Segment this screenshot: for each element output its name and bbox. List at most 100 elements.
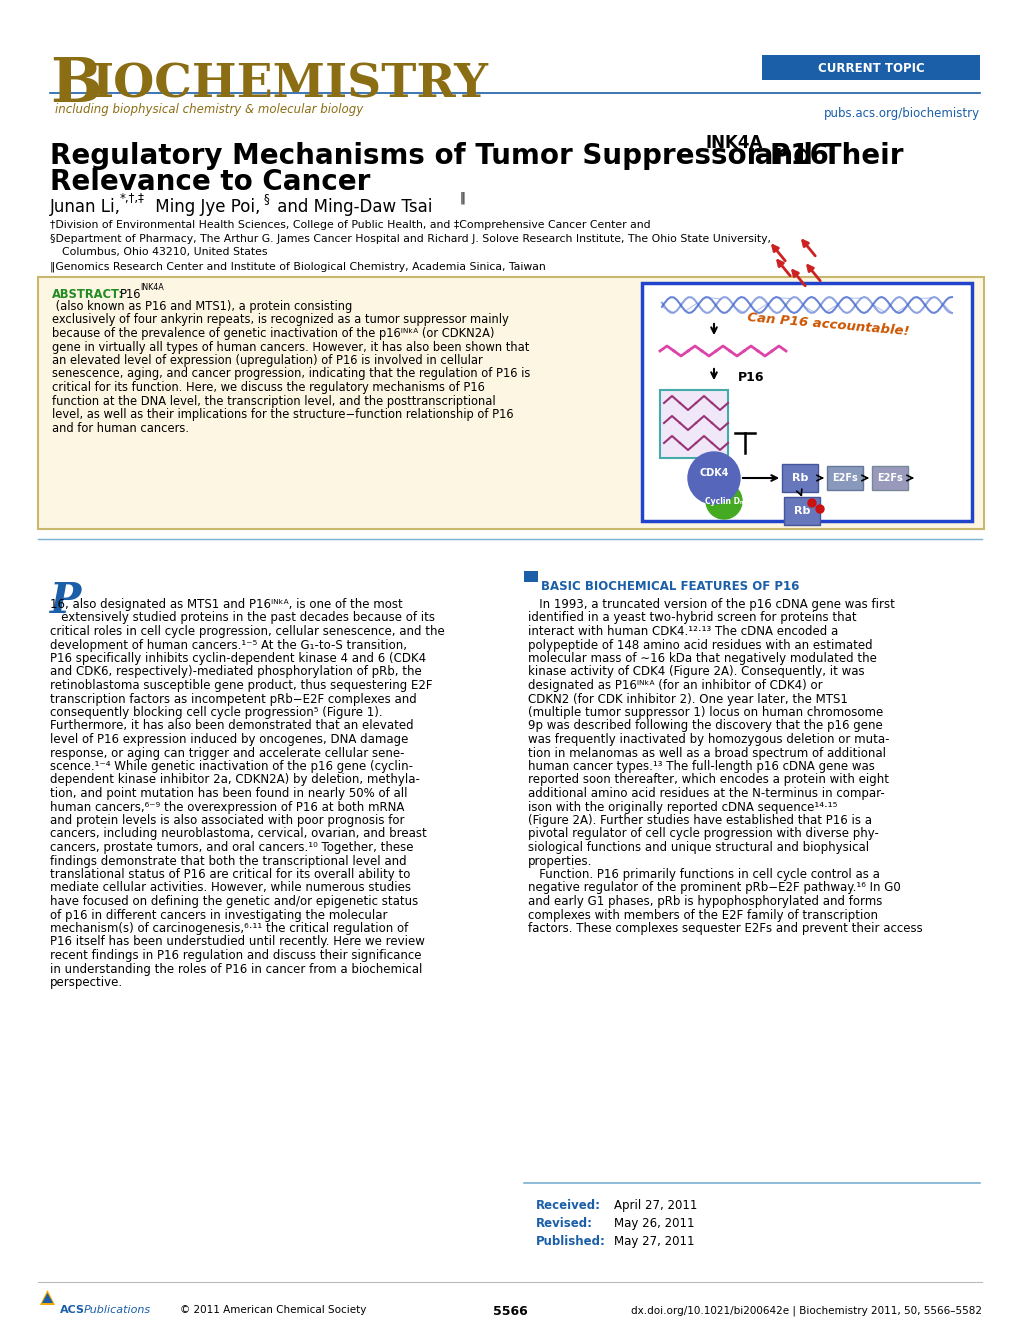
Text: Can P16 accountable!: Can P16 accountable! bbox=[746, 310, 909, 339]
Text: and Their: and Their bbox=[744, 142, 903, 169]
Text: cancers, including neuroblastoma, cervical, ovarian, and breast: cancers, including neuroblastoma, cervic… bbox=[50, 828, 426, 840]
Text: pivotal regulator of cell cycle progression with diverse phy-: pivotal regulator of cell cycle progress… bbox=[528, 828, 878, 840]
Text: dx.doi.org/10.1021/bi200642e | Biochemistry 2011, 50, 5566–5582: dx.doi.org/10.1021/bi200642e | Biochemis… bbox=[631, 1305, 981, 1316]
Text: level, as well as their implications for the structure−function relationship of : level, as well as their implications for… bbox=[52, 409, 514, 421]
Text: additional amino acid residues at the N-terminus in compar-: additional amino acid residues at the N-… bbox=[528, 788, 883, 800]
Text: CDK4: CDK4 bbox=[699, 468, 728, 478]
Text: Columbus, Ohio 43210, United States: Columbus, Ohio 43210, United States bbox=[62, 247, 267, 257]
Text: CDKN2 (for CDK inhibitor 2). One year later, the MTS1: CDKN2 (for CDK inhibitor 2). One year la… bbox=[528, 692, 847, 706]
Circle shape bbox=[688, 452, 739, 504]
Text: B: B bbox=[50, 55, 102, 116]
Bar bbox=[871, 466, 907, 491]
Text: mechanism(s) of carcinogenesis,⁶·¹¹ the critical regulation of: mechanism(s) of carcinogenesis,⁶·¹¹ the … bbox=[50, 922, 408, 935]
Text: IOCHEMISTRY: IOCHEMISTRY bbox=[92, 62, 488, 108]
Text: and Ming-Daw Tsai: and Ming-Daw Tsai bbox=[272, 198, 432, 216]
Text: BASIC BIOCHEMICAL FEATURES OF P16: BASIC BIOCHEMICAL FEATURES OF P16 bbox=[540, 581, 799, 593]
Text: and for human cancers.: and for human cancers. bbox=[52, 422, 189, 434]
Text: recent findings in P16 regulation and discuss their significance: recent findings in P16 regulation and di… bbox=[50, 949, 421, 962]
Text: level of P16 expression induced by oncogenes, DNA damage: level of P16 expression induced by oncog… bbox=[50, 732, 408, 746]
Text: Furthermore, it has also been demonstrated that an elevated: Furthermore, it has also been demonstrat… bbox=[50, 719, 414, 732]
Text: INK4A: INK4A bbox=[140, 284, 164, 292]
Text: §: § bbox=[264, 192, 269, 206]
Text: critical for its function. Here, we discuss the regulatory mechanisms of P16: critical for its function. Here, we disc… bbox=[52, 380, 484, 394]
Text: including biophysical chemistry & molecular biology: including biophysical chemistry & molecu… bbox=[55, 103, 363, 116]
Bar bbox=[784, 497, 819, 526]
Text: factors. These complexes sequester E2Fs and prevent their access: factors. These complexes sequester E2Fs … bbox=[528, 922, 922, 935]
Text: senescence, aging, and cancer progression, indicating that the regulation of P16: senescence, aging, and cancer progressio… bbox=[52, 367, 530, 380]
Text: an elevated level of expression (upregulation) of P16 is involved in cellular: an elevated level of expression (upregul… bbox=[52, 353, 482, 367]
Text: retinoblastoma susceptible gene product, thus sequestering E2F: retinoblastoma susceptible gene product,… bbox=[50, 679, 432, 692]
Text: Regulatory Mechanisms of Tumor Suppressor P16: Regulatory Mechanisms of Tumor Suppresso… bbox=[50, 142, 828, 169]
Text: (Figure 2A). Further studies have established that P16 is a: (Figure 2A). Further studies have establ… bbox=[528, 814, 871, 827]
Text: and early G1 phases, pRb is hypophosphorylated and forms: and early G1 phases, pRb is hypophosphor… bbox=[528, 895, 881, 909]
Text: 16, also designated as MTS1 and P16ᴵᴺᵏᴬ, is one of the most: 16, also designated as MTS1 and P16ᴵᴺᵏᴬ,… bbox=[50, 598, 403, 612]
Text: May 26, 2011: May 26, 2011 bbox=[613, 1218, 694, 1230]
Text: mediate cellular activities. However, while numerous studies: mediate cellular activities. However, wh… bbox=[50, 882, 411, 895]
Text: ABSTRACT:: ABSTRACT: bbox=[52, 288, 124, 301]
Text: In 1993, a truncated version of the p16 cDNA gene was first: In 1993, a truncated version of the p16 … bbox=[528, 598, 894, 612]
Text: siological functions and unique structural and biophysical: siological functions and unique structur… bbox=[528, 841, 868, 853]
Text: ‖: ‖ bbox=[460, 192, 466, 206]
Text: extensively studied proteins in the past decades because of its: extensively studied proteins in the past… bbox=[50, 612, 434, 625]
Text: Published:: Published: bbox=[535, 1235, 605, 1249]
Text: pubs.acs.org/biochemistry: pubs.acs.org/biochemistry bbox=[823, 108, 979, 120]
Text: May 27, 2011: May 27, 2011 bbox=[613, 1235, 694, 1249]
Text: INK4A: INK4A bbox=[705, 134, 762, 152]
Text: cancers, prostate tumors, and oral cancers.¹⁰ Together, these: cancers, prostate tumors, and oral cance… bbox=[50, 841, 413, 853]
Text: §Department of Pharmacy, The Arthur G. James Cancer Hospital and Richard J. Solo: §Department of Pharmacy, The Arthur G. J… bbox=[50, 234, 770, 245]
Text: gene in virtually all types of human cancers. However, it has also been shown th: gene in virtually all types of human can… bbox=[52, 340, 529, 353]
Text: scence.¹⁻⁴ While genetic inactivation of the p16 gene (cyclin-: scence.¹⁻⁴ While genetic inactivation of… bbox=[50, 759, 413, 773]
Text: P16 specifically inhibits cyclin-dependent kinase 4 and 6 (CDK4: P16 specifically inhibits cyclin-depende… bbox=[50, 652, 426, 665]
Text: P16 itself has been understudied until recently. Here we review: P16 itself has been understudied until r… bbox=[50, 935, 425, 949]
Text: Rb: Rb bbox=[793, 505, 809, 516]
Text: was frequently inactivated by homozygous deletion or muta-: was frequently inactivated by homozygous… bbox=[528, 732, 889, 746]
Text: transcription factors as incompetent pRb−E2F complexes and: transcription factors as incompetent pRb… bbox=[50, 692, 417, 706]
Text: kinase activity of CDK4 (Figure 2A). Consequently, it was: kinase activity of CDK4 (Figure 2A). Con… bbox=[528, 665, 864, 679]
Text: exclusively of four ankyrin repeats, is recognized as a tumor suppressor mainly: exclusively of four ankyrin repeats, is … bbox=[52, 313, 508, 327]
Text: and CDK6, respectively)-mediated phosphorylation of pRb, the: and CDK6, respectively)-mediated phospho… bbox=[50, 665, 421, 679]
Bar bbox=[782, 464, 817, 492]
Text: human cancer types.¹³ The full-length p16 cDNA gene was: human cancer types.¹³ The full-length p1… bbox=[528, 759, 874, 773]
Text: interact with human CDK4.¹²·¹³ The cDNA encoded a: interact with human CDK4.¹²·¹³ The cDNA … bbox=[528, 625, 838, 638]
Text: reported soon thereafter, which encodes a protein with eight: reported soon thereafter, which encodes … bbox=[528, 774, 889, 786]
Text: *,†,‡: *,†,‡ bbox=[120, 192, 145, 206]
Text: (multiple tumor suppressor 1) locus on human chromosome: (multiple tumor suppressor 1) locus on h… bbox=[528, 706, 882, 719]
Text: ison with the originally reported cDNA sequence¹⁴·¹⁵: ison with the originally reported cDNA s… bbox=[528, 801, 837, 813]
Text: Rb: Rb bbox=[791, 473, 807, 482]
Text: translational status of P16 are critical for its overall ability to: translational status of P16 are critical… bbox=[50, 868, 410, 882]
Text: human cancers,⁶⁻⁹ the overexpression of P16 at both mRNA: human cancers,⁶⁻⁹ the overexpression of … bbox=[50, 801, 404, 813]
Text: findings demonstrate that both the transcriptional level and: findings demonstrate that both the trans… bbox=[50, 855, 407, 867]
Text: development of human cancers.¹⁻⁵ At the G₁-to-S transition,: development of human cancers.¹⁻⁵ At the … bbox=[50, 638, 407, 652]
Text: response, or aging can trigger and accelerate cellular sene-: response, or aging can trigger and accel… bbox=[50, 746, 405, 759]
Text: tion in melanomas as well as a broad spectrum of additional: tion in melanomas as well as a broad spe… bbox=[528, 746, 886, 759]
Text: complexes with members of the E2F family of transcription: complexes with members of the E2F family… bbox=[528, 909, 877, 922]
Bar bbox=[641, 284, 971, 521]
Text: polypeptide of 148 amino acid residues with an estimated: polypeptide of 148 amino acid residues w… bbox=[528, 638, 872, 652]
Text: consequently blocking cell cycle progression⁵ (Figure 1).: consequently blocking cell cycle progres… bbox=[50, 706, 382, 719]
Text: Relevance to Cancer: Relevance to Cancer bbox=[50, 168, 370, 196]
Text: perspective.: perspective. bbox=[50, 976, 123, 989]
Text: molecular mass of ∼16 kDa that negatively modulated the: molecular mass of ∼16 kDa that negativel… bbox=[528, 652, 876, 665]
Text: E2Fs: E2Fs bbox=[832, 473, 857, 482]
Text: 9p was described following the discovery that the p16 gene: 9p was described following the discovery… bbox=[528, 719, 881, 732]
Text: properties.: properties. bbox=[528, 855, 592, 867]
Text: †Division of Environmental Health Sciences, College of Public Health, and ‡Compr: †Division of Environmental Health Scienc… bbox=[50, 220, 650, 230]
Text: P16: P16 bbox=[738, 371, 764, 384]
Text: Junan Li,: Junan Li, bbox=[50, 198, 121, 216]
Text: of p16 in different cancers in investigating the molecular: of p16 in different cancers in investiga… bbox=[50, 909, 387, 922]
Text: (also known as P16 and MTS1), a protein consisting: (also known as P16 and MTS1), a protein … bbox=[52, 300, 352, 313]
Polygon shape bbox=[42, 1293, 53, 1302]
Bar bbox=[38, 277, 983, 530]
Circle shape bbox=[807, 499, 815, 507]
Text: ACS: ACS bbox=[60, 1305, 85, 1314]
Text: P: P bbox=[50, 581, 82, 622]
Text: dependent kinase inhibitor 2a, CDKN2A) by deletion, methyla-: dependent kinase inhibitor 2a, CDKN2A) b… bbox=[50, 774, 420, 786]
Text: critical roles in cell cycle progression, cellular senescence, and the: critical roles in cell cycle progression… bbox=[50, 625, 444, 638]
Text: because of the prevalence of genetic inactivation of the p16ᴵᴺᵏᴬ (or CDKN2A): because of the prevalence of genetic ina… bbox=[52, 327, 494, 340]
Text: identified in a yeast two-hybrid screen for proteins that: identified in a yeast two-hybrid screen … bbox=[528, 612, 856, 625]
Bar bbox=[761, 55, 979, 81]
Text: negative regulator of the prominent pRb−E2F pathway.¹⁶ In G0: negative regulator of the prominent pRb−… bbox=[528, 882, 900, 895]
Text: and protein levels is also associated with poor prognosis for: and protein levels is also associated wi… bbox=[50, 814, 405, 827]
Text: Ming Jye Poi,: Ming Jye Poi, bbox=[150, 198, 260, 216]
Circle shape bbox=[815, 505, 823, 513]
